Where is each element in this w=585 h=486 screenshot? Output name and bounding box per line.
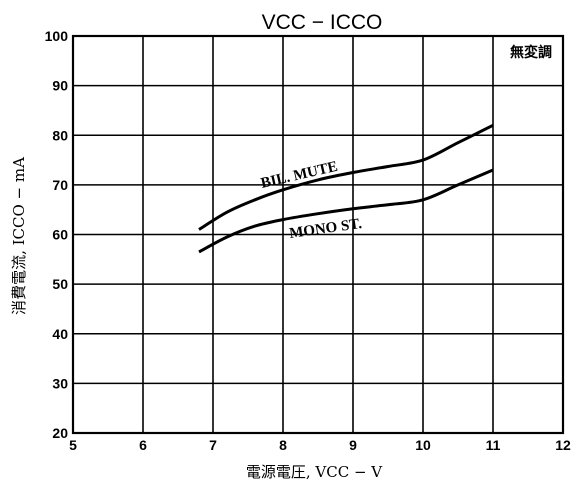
x-tick-label: 10 [415,437,431,453]
condition-note: 無変調 [510,44,552,61]
x-axis-label: 電源電圧, VCC − V [246,463,383,481]
series-label-bil-mute: BIL. MUTE [259,159,339,192]
x-tick-label: 9 [349,437,357,453]
y-tick-label: 40 [52,326,68,342]
y-tick-label: 90 [52,78,68,94]
x-tick-label: 8 [279,437,287,453]
y-tick-labels: 20 30 40 50 60 70 80 90 100 [45,28,69,441]
series-lines [198,123,494,254]
y-tick-label: 50 [52,276,68,292]
y-tick-label: 20 [52,425,68,441]
x-tick-labels: 5 6 7 8 9 10 11 12 [69,437,571,453]
y-axis-label: 消費電流, ICCO − mA [10,157,28,315]
chart-title: VCC − ICCO [262,11,383,34]
plot-frame [71,34,565,435]
y-tick-label: 30 [52,375,68,391]
y-tick-label: 60 [52,227,68,243]
x-tick-label: 11 [486,437,501,453]
x-tick-label: 12 [555,437,571,453]
y-tick-label: 100 [45,28,69,44]
x-tick-label: 5 [69,437,77,453]
series-line-bil-mute [198,123,494,231]
y-tick-label: 80 [52,127,68,143]
series-label-mono-st: MONO ST. [288,216,363,242]
y-tick-label: 70 [52,177,68,193]
x-tick-label: 6 [139,437,147,453]
series-line-mono-st [198,168,494,254]
x-tick-label: 7 [209,437,217,453]
